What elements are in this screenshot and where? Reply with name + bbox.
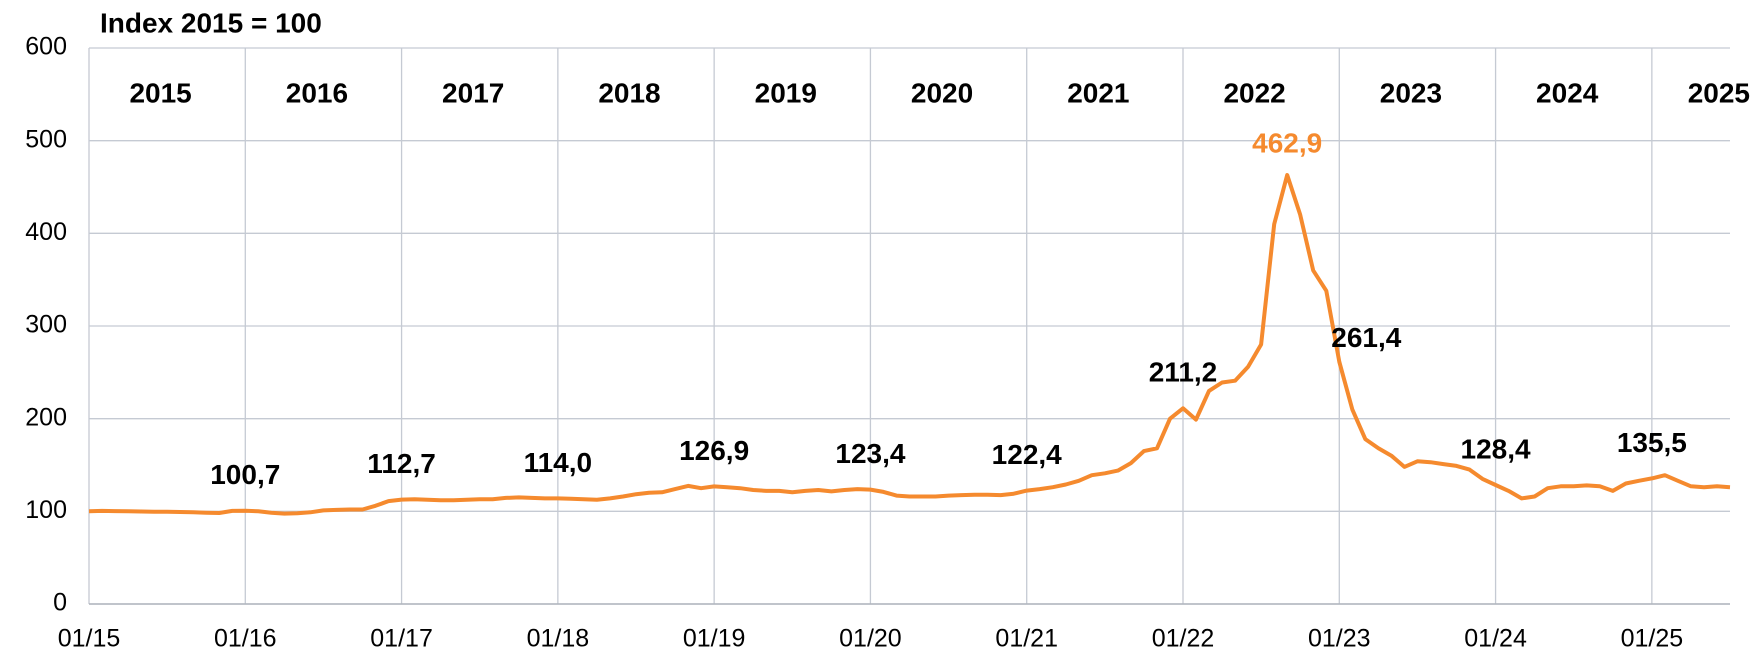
year-label: 2022 (1223, 77, 1285, 108)
data-label: 112,7 (367, 448, 436, 479)
data-label: 462,9 (1252, 127, 1322, 158)
year-label: 2021 (1067, 77, 1129, 108)
data-label: 114,0 (524, 447, 593, 478)
data-label: 135,5 (1617, 427, 1687, 458)
x-tick-label: 01/22 (1152, 625, 1215, 653)
x-tick-label: 01/21 (995, 625, 1058, 653)
y-tick-label: 200 (25, 403, 67, 431)
data-label: 122,4 (992, 439, 1062, 470)
year-label: 2015 (129, 77, 191, 108)
y-tick-label: 400 (25, 218, 67, 246)
data-label: 126,9 (679, 435, 749, 466)
x-tick-label: 01/18 (527, 625, 590, 653)
year-label: 2016 (286, 77, 348, 108)
y-tick-label: 600 (25, 33, 67, 61)
year-label: 2019 (755, 77, 817, 108)
x-tick-label: 01/15 (58, 625, 121, 653)
data-label: 123,4 (835, 438, 905, 469)
x-tick-label: 01/17 (370, 625, 433, 653)
x-tick-label: 01/25 (1621, 625, 1684, 653)
chart-title: Index 2015 = 100 (100, 7, 322, 38)
y-tick-label: 300 (25, 311, 67, 339)
data-label: 100,7 (210, 459, 280, 490)
year-label: 2023 (1380, 77, 1442, 108)
y-tick-label: 0 (53, 589, 67, 617)
series-line (88, 173, 1731, 516)
y-tick-label: 100 (25, 496, 67, 524)
x-tick-label: 01/20 (839, 625, 902, 653)
data-label: 261,4 (1331, 322, 1401, 353)
year-label: 2025 (1688, 77, 1750, 108)
x-tick-label: 01/24 (1464, 625, 1527, 653)
x-tick-label: 01/19 (683, 625, 746, 653)
data-label: 211,2 (1149, 357, 1218, 388)
x-tick-label: 01/16 (214, 625, 277, 653)
year-label: 2017 (442, 77, 504, 108)
data-label: 128,4 (1461, 433, 1531, 464)
y-tick-label: 500 (25, 125, 67, 153)
year-label: 2024 (1536, 77, 1599, 108)
year-label: 2018 (598, 77, 660, 108)
year-label: 2020 (911, 77, 973, 108)
x-tick-label: 01/23 (1308, 625, 1371, 653)
